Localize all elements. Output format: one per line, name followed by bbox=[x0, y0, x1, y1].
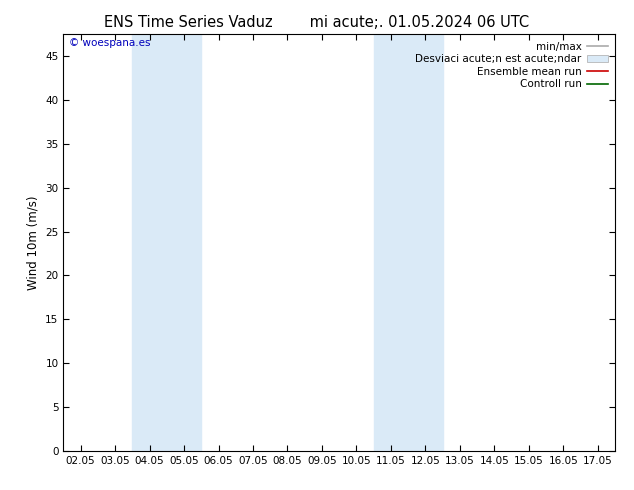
Text: © woespana.es: © woespana.es bbox=[69, 38, 150, 49]
Y-axis label: Wind 10m (m/s): Wind 10m (m/s) bbox=[27, 196, 40, 290]
Text: ENS Time Series Vaduz        mi acute;. 01.05.2024 06 UTC: ENS Time Series Vaduz mi acute;. 01.05.2… bbox=[105, 15, 529, 30]
Bar bbox=[133, 34, 202, 451]
Legend: min/max, Desviaci acute;n est acute;ndar, Ensemble mean run, Controll run: min/max, Desviaci acute;n est acute;ndar… bbox=[413, 40, 610, 92]
Bar bbox=[373, 34, 443, 451]
